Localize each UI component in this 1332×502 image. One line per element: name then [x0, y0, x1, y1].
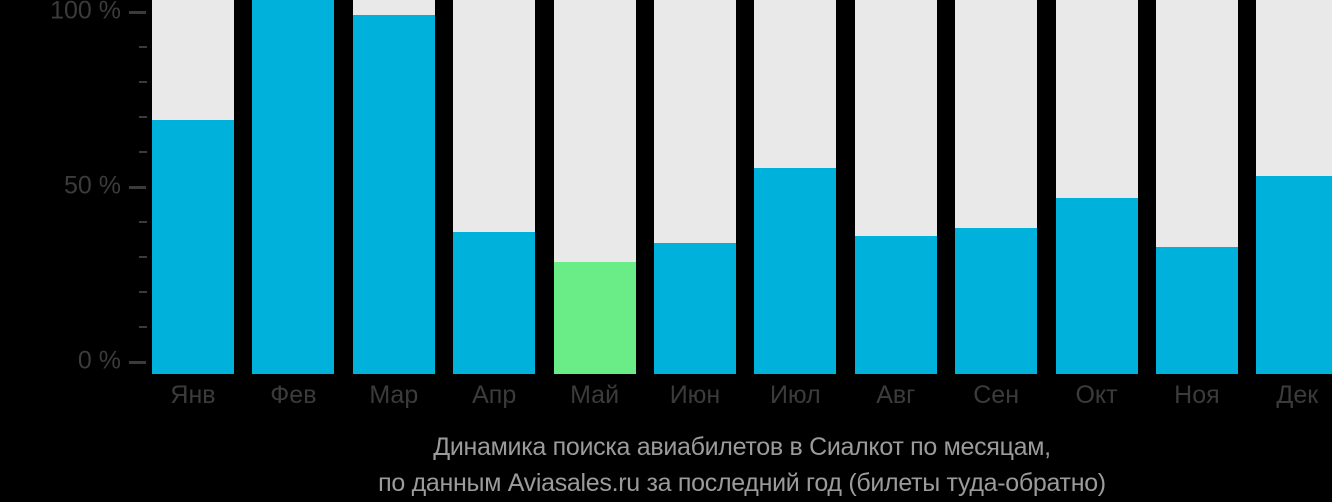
bar-column-2	[252, 0, 335, 374]
y-major-tick-100	[129, 10, 146, 14]
month-label-11: Ноя	[1174, 381, 1220, 409]
y-minor-tick-40	[139, 221, 147, 223]
month-label-8: Авг	[876, 381, 916, 409]
bar-fill	[955, 228, 1038, 374]
bar-column-12	[1256, 0, 1332, 374]
month-label-12: Дек	[1276, 381, 1319, 409]
bar-fill	[352, 15, 435, 374]
bar-column-9	[955, 0, 1038, 374]
bar-column-3	[352, 0, 435, 374]
bar-fill	[1256, 175, 1332, 374]
month-label-9: Сен	[973, 381, 1019, 409]
month-label-10: Окт	[1075, 381, 1118, 409]
bar-column-11	[1155, 0, 1238, 374]
month-label-7: Июл	[769, 381, 821, 409]
bar-fill	[754, 168, 837, 374]
bar-fill	[854, 235, 937, 374]
y-minor-tick-30	[139, 256, 147, 258]
plot-area	[152, 0, 1332, 374]
bar-fill	[1155, 246, 1238, 374]
month-label-2: Фев	[270, 381, 317, 409]
y-minor-tick-10	[139, 326, 147, 328]
bar-column-1	[152, 0, 234, 374]
bar-fill-highlighted	[553, 261, 636, 374]
bar-fill	[453, 231, 536, 374]
month-label-4: Апр	[472, 381, 517, 409]
y-axis-label-50: 50 %	[64, 171, 121, 200]
y-axis-label-0: 0 %	[77, 346, 121, 375]
y-minor-tick-80	[139, 81, 147, 83]
bar-fill	[152, 119, 234, 374]
y-minor-tick-60	[139, 151, 147, 153]
y-major-tick-0	[129, 360, 146, 364]
bar-column-5	[553, 0, 636, 374]
bar-fill	[252, 0, 335, 374]
y-minor-tick-20	[139, 291, 147, 293]
y-major-tick-50	[129, 185, 146, 189]
bar-column-7	[754, 0, 837, 374]
month-label-1: Янв	[170, 381, 216, 409]
chart-title-line-2: по данным Aviasales.ru за последний год …	[378, 469, 1106, 497]
month-label-6: Июн	[669, 381, 721, 409]
y-axis-label-100: 100 %	[50, 0, 121, 25]
chart-title-line-1: Динамика поиска авиабилетов в Сиалкот по…	[433, 433, 1051, 461]
bar-column-6	[653, 0, 736, 374]
bar-column-4	[453, 0, 536, 374]
bar-column-10	[1055, 0, 1138, 374]
bar-fill	[1055, 198, 1138, 374]
y-minor-tick-90	[139, 46, 147, 48]
month-label-3: Мар	[369, 381, 419, 409]
bar-fill	[653, 243, 736, 374]
chart-title: Динамика поиска авиабилетов в Сиалкот по…	[152, 429, 1332, 501]
y-minor-tick-70	[139, 116, 147, 118]
x-axis-month-labels: Янв Фев Мар Апр Май Июн Июл Авг Сен Окт Ноя Дек	[152, 381, 1332, 410]
bar-column-8	[854, 0, 937, 374]
month-label-5: Май	[570, 381, 620, 409]
